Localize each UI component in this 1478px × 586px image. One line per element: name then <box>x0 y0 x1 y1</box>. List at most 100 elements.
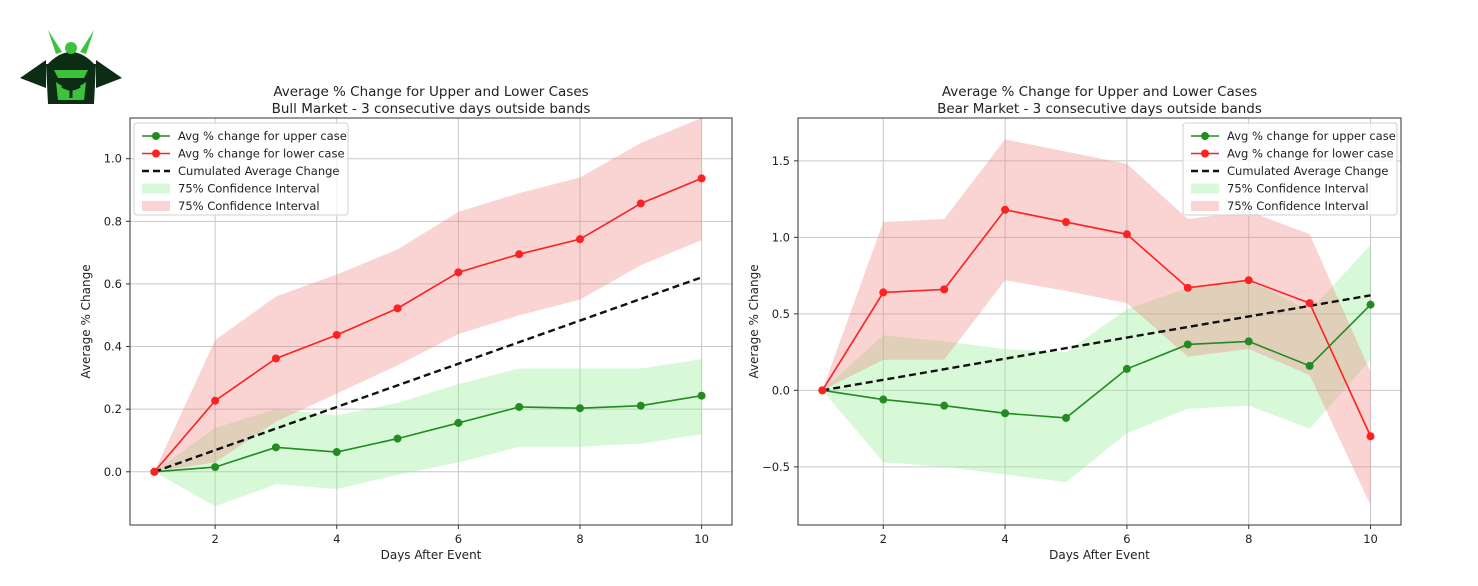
confidence-band-2 <box>154 118 702 472</box>
data-point <box>1001 205 1010 214</box>
legend-label: Avg % change for lower case <box>1227 147 1394 161</box>
legend-marker <box>1201 132 1209 140</box>
chart-subtitle: Bull Market - 3 consecutive days outside… <box>272 101 591 117</box>
legend-marker <box>152 132 160 140</box>
data-point <box>1305 361 1314 370</box>
data-point <box>575 404 584 413</box>
legend-label: Cumulated Average Change <box>178 164 340 178</box>
legend-label: 75% Confidence Interval <box>178 199 320 213</box>
data-point <box>940 401 949 410</box>
y-tick-label: 0.0 <box>104 465 122 479</box>
x-tick-label: 4 <box>1001 532 1008 546</box>
data-point <box>150 467 159 476</box>
legend: Avg % change for upper case Avg % change … <box>133 122 349 216</box>
y-tick-label: 0.6 <box>104 277 122 291</box>
x-axis-label: Days After Event <box>381 548 482 562</box>
data-point <box>1122 364 1131 373</box>
data-point <box>454 418 463 427</box>
data-point <box>393 434 402 443</box>
legend-patch-swatch <box>1191 201 1219 211</box>
y-axis-label: Average % Change <box>79 264 93 378</box>
x-tick-label: 8 <box>1245 532 1252 546</box>
series-line-2 <box>821 208 1372 437</box>
data-point <box>1244 276 1253 285</box>
data-point <box>636 401 645 410</box>
legend: Avg % change for upper case Avg % change … <box>1182 122 1398 216</box>
confidence-band-1 <box>154 359 702 507</box>
data-point <box>454 268 463 277</box>
data-point <box>1305 299 1314 308</box>
series-line-3 <box>153 276 702 473</box>
y-tick-label: 1.0 <box>104 152 122 166</box>
x-tick-label: 8 <box>576 532 583 546</box>
legend-label: 75% Confidence Interval <box>178 182 320 196</box>
legend-patch-swatch <box>1191 183 1219 194</box>
data-point <box>575 235 584 244</box>
data-point <box>271 443 280 452</box>
data-point <box>393 304 402 313</box>
data-point <box>1001 409 1010 418</box>
chart-title: Average % Change for Upper and Lower Cas… <box>942 84 1257 100</box>
x-tick-label: 6 <box>455 532 462 546</box>
data-point <box>1244 337 1253 346</box>
data-point <box>211 463 220 472</box>
data-point <box>879 395 888 404</box>
data-point <box>697 391 706 400</box>
y-tick-label: 0.2 <box>104 402 122 416</box>
data-point <box>636 199 645 208</box>
x-axis-label: Days After Event <box>1049 548 1150 562</box>
y-axis-label: Average % Change <box>747 264 761 378</box>
legend-patch-swatch <box>142 201 170 211</box>
y-tick-label: 1.0 <box>772 230 790 244</box>
y-tick-label: 0.4 <box>104 340 122 354</box>
confidence-band-2 <box>822 139 1371 506</box>
legend-box <box>133 122 349 216</box>
series-line-1 <box>822 304 1372 419</box>
data-point <box>940 285 949 294</box>
x-tick-label: 4 <box>333 532 340 546</box>
chart-2: 2 4 6 8 10 −0.5 0.0 0.5 1.0 1.5 Average % Change f… <box>747 84 1402 562</box>
x-tick-label: 2 <box>880 532 887 546</box>
x-tick-label: 10 <box>1363 532 1378 546</box>
data-point <box>332 448 341 457</box>
legend-label: 75% Confidence Interval <box>1227 182 1369 196</box>
data-point <box>271 354 280 363</box>
data-point <box>1366 300 1375 309</box>
data-point <box>1122 230 1131 239</box>
chart-1: 2 4 6 8 10 0.0 0.2 0.4 0.6 0.8 1.0 Average % Change… <box>79 84 733 562</box>
data-point <box>879 288 888 297</box>
legend-label: Avg % change for upper case <box>1227 129 1396 143</box>
plot-frame <box>797 117 1402 526</box>
series-line-3 <box>822 294 1371 392</box>
series-line-1 <box>154 394 702 473</box>
y-tick-label: 1.5 <box>772 154 790 168</box>
plot-frame <box>129 117 733 526</box>
data-point <box>1183 283 1192 292</box>
legend-marker <box>1201 149 1209 158</box>
samurai-helmet-logo <box>18 26 124 108</box>
data-point <box>1366 432 1375 441</box>
legend-label: Avg % change for upper case <box>178 129 347 143</box>
data-point <box>332 330 341 339</box>
y-tick-label: 0.0 <box>772 383 790 397</box>
data-point <box>697 174 706 183</box>
legend-patch-swatch <box>142 183 170 194</box>
data-point <box>211 396 220 405</box>
series-line-2 <box>153 177 702 473</box>
legend-marker <box>152 149 160 158</box>
data-point <box>515 250 524 259</box>
chart-title: Average % Change for Upper and Lower Cas… <box>273 84 588 100</box>
x-tick-label: 6 <box>1123 532 1130 546</box>
confidence-band-1 <box>822 244 1371 483</box>
y-tick-label: 0.5 <box>772 307 790 321</box>
y-tick-label: 0.8 <box>104 214 122 228</box>
legend-box <box>1182 122 1398 216</box>
x-tick-label: 2 <box>211 532 218 546</box>
data-point <box>1183 340 1192 349</box>
data-point <box>818 386 827 395</box>
y-tick-label: −0.5 <box>762 460 790 474</box>
data-point <box>1062 218 1070 227</box>
legend-label: 75% Confidence Interval <box>1227 199 1369 213</box>
chart-subtitle: Bear Market - 3 consecutive days outside… <box>937 101 1262 117</box>
legend-label: Avg % change for lower case <box>178 147 345 161</box>
